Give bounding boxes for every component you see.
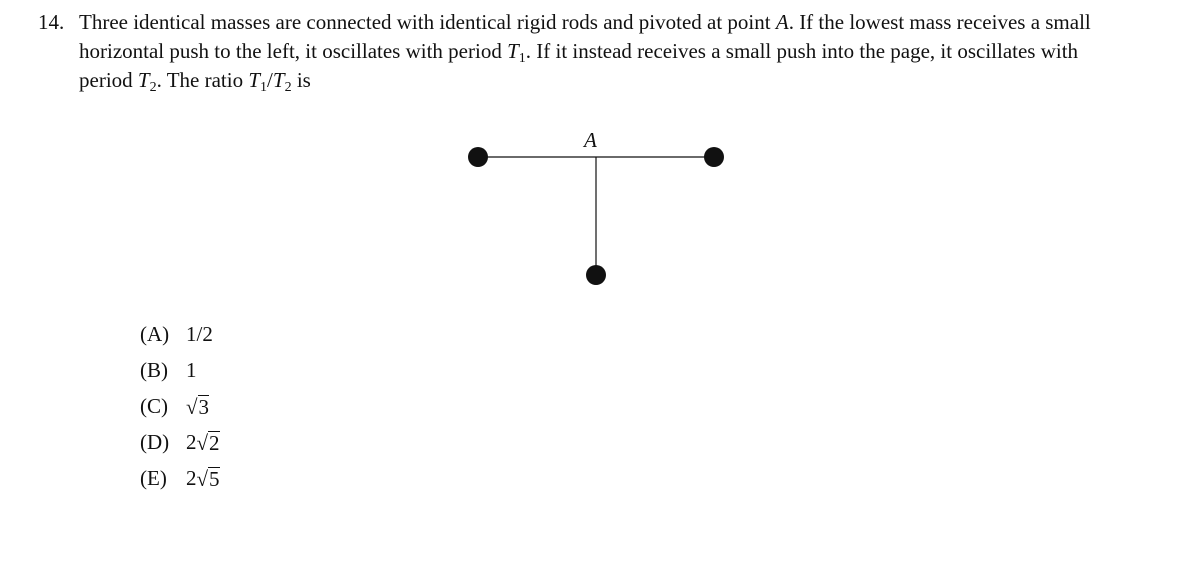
radicand: 2 — [208, 430, 220, 455]
problem-number: 14. — [38, 10, 65, 34]
lowest-mass — [586, 265, 606, 285]
radical-sign: √ — [196, 467, 209, 491]
choice-letter: (B) — [140, 358, 168, 382]
choice-prefix: 2 — [186, 430, 197, 454]
problem-statement: 14. Three identical masses are connected… — [38, 8, 1128, 95]
radicand: 5 — [208, 466, 220, 491]
radical-sign: √ — [196, 431, 209, 455]
problem-text: Three identical masses are connected wit… — [79, 10, 1091, 95]
choice-c[interactable]: (C) √ 3 — [140, 388, 220, 424]
choice-prefix: 2 — [186, 466, 197, 490]
choice-a[interactable]: (A) 1/2 — [140, 316, 220, 352]
right-mass — [704, 147, 724, 167]
choice-value: 1/2 — [186, 322, 213, 346]
choice-letter: (E) — [140, 466, 167, 490]
pendulum-figure: A — [460, 124, 740, 294]
radicand: 3 — [197, 394, 210, 419]
answer-choices: (A) 1/2 (B) 1 (C) √ 3 (D) 2 √ 2 (E) 2 √ 5 — [140, 316, 220, 496]
choice-letter: (D) — [140, 430, 170, 454]
choice-value: 1 — [186, 358, 197, 382]
choice-letter: (A) — [140, 322, 170, 346]
pivot-label: A — [584, 128, 597, 152]
radical-sign: √ — [186, 395, 198, 419]
choice-d[interactable]: (D) 2 √ 2 — [140, 424, 220, 460]
choice-e[interactable]: (E) 2 √ 5 — [140, 460, 220, 496]
left-mass — [468, 147, 488, 167]
rod-diagram — [468, 147, 724, 285]
choice-b[interactable]: (B) 1 — [140, 352, 220, 388]
choice-letter: (C) — [140, 394, 168, 418]
